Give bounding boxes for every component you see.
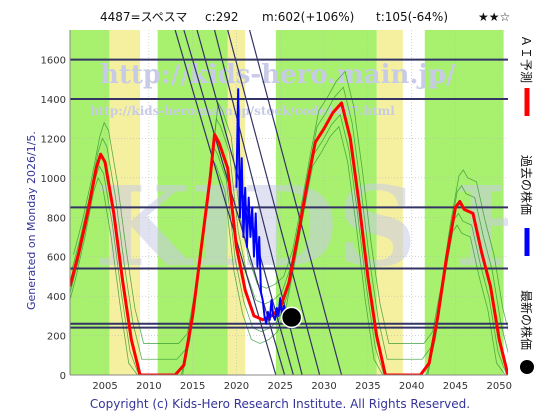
x-tick-label-3: 2020 (224, 381, 249, 392)
x-tick-label-9: 2050 (487, 381, 512, 392)
x-tick-label-6: 2035 (355, 381, 380, 392)
legend-latest-marker (520, 360, 534, 374)
latest-layer (280, 306, 303, 329)
y-tick-label-6: 1200 (41, 134, 66, 145)
y-tick-label-0: 0 (60, 371, 66, 382)
x-tick-label-0: 2005 (92, 381, 117, 392)
horizontal-lines (70, 58, 508, 329)
past-price-line (235, 88, 290, 325)
header-target: t:105(-64%) (376, 10, 448, 24)
y-tick-labels: 0 200 400 600 800 1000 1200 1400 1600 (41, 56, 66, 382)
trend-line-4 (227, 30, 321, 375)
x-tick-label-2: 2015 (180, 381, 205, 392)
watermark-letters: KIDS HERO (95, 162, 560, 291)
x-tick-labels: 2005 2010 2015 2020 2025 2030 2035 2040 2045 2050 (92, 381, 512, 392)
x-tick-label-7: 2040 (399, 381, 424, 392)
legend-latest-label: 最新の株価 (519, 290, 534, 350)
generated-date: Generated on Monday 2026/1/5. (25, 131, 38, 310)
latest-price-point (280, 306, 303, 329)
y-tick-label-2: 400 (47, 292, 66, 303)
y-tick-label-5: 1000 (41, 174, 66, 185)
y-tick-label-8: 1600 (41, 56, 66, 67)
legend-past-label: 過去の株価 (519, 155, 534, 215)
header-max: m:602(+106%) (262, 10, 354, 24)
x-tick-label-1: 2010 (136, 381, 161, 392)
forecast-line (70, 101, 508, 375)
y-tick-label-4: 800 (47, 213, 66, 224)
watermark-url: http://kids-hero.main.jp/ (100, 60, 456, 90)
x-tick-label-8: 2045 (443, 381, 468, 392)
legend-forecast-label: ＡＩ予測 (519, 35, 533, 83)
trend-line-5 (249, 30, 343, 375)
x-tick-label-5: 2030 (311, 381, 336, 392)
y-tick-label-1: 200 (47, 332, 66, 343)
watermark-url-small: http://kids-hero.main.jp/stock/code4487.… (90, 104, 395, 118)
y-tick-label-3: 600 (47, 253, 66, 264)
series-layer (70, 88, 508, 375)
header-stars: ★★☆ (478, 10, 510, 24)
legend: ＡＩ予測 過去の株価 最新の株価 (519, 35, 534, 374)
yellow-band-2 (376, 30, 403, 375)
y-tick-label-7: 1400 (41, 95, 66, 106)
copyright: Copyright (c) Kids-Hero Research Institu… (90, 397, 470, 411)
x-tick-label-4: 2025 (268, 381, 293, 392)
header-current: c:292 (205, 10, 239, 24)
header-code: 4487=スペスマ (100, 10, 187, 24)
